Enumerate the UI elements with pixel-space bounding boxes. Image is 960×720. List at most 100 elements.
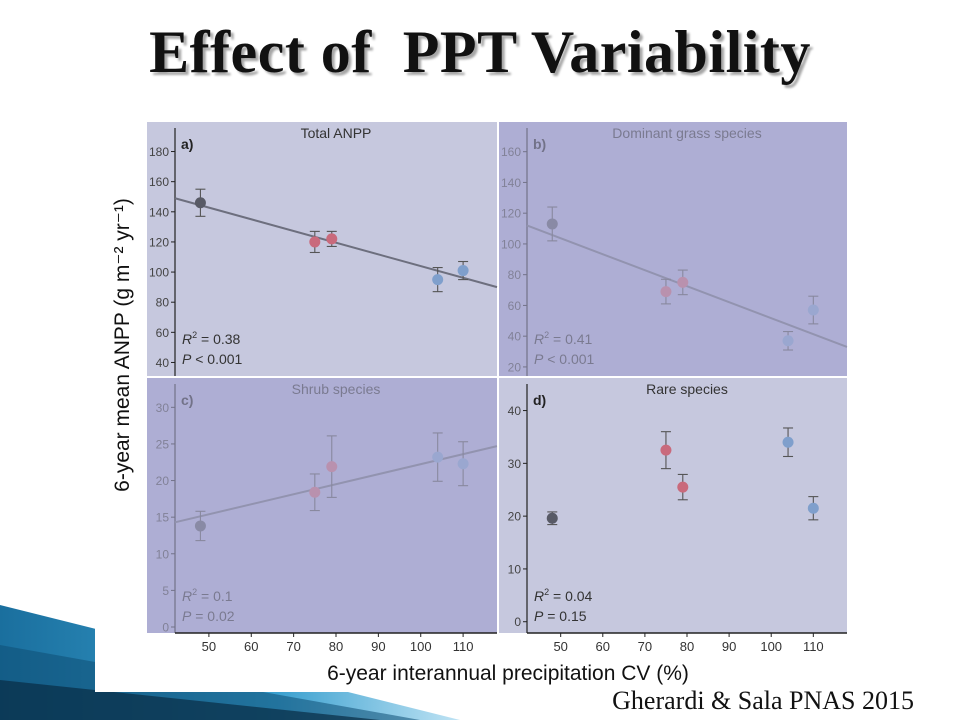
panel-b-content: Dominant grass species b) 20 40 60 80 100 120 14… xyxy=(501,125,848,376)
panel-a-point-2 xyxy=(309,230,321,254)
data-point xyxy=(309,486,321,498)
x-tick-label: 90 xyxy=(371,639,385,654)
panel-a-y-tick-label: 180 xyxy=(149,145,169,159)
data-point xyxy=(326,233,338,245)
panel-b-point-5 xyxy=(807,295,819,325)
panel-c-y-tick-label: 25 xyxy=(156,437,170,451)
data-point xyxy=(546,218,558,230)
panel-d-point-1 xyxy=(546,511,558,526)
panel-d-r-squared: R2 = 0.04 xyxy=(534,587,593,604)
data-point xyxy=(782,335,794,347)
panel-c-point-5 xyxy=(457,441,469,487)
panel-a-y-tick-label: 140 xyxy=(149,205,169,219)
panel-a-background xyxy=(147,122,497,376)
x-tick-label: 110 xyxy=(803,639,824,654)
panel-d-background xyxy=(499,378,847,633)
panel-d-y-tick-label: 30 xyxy=(508,457,522,471)
panel-a-y-tick-label: 100 xyxy=(149,266,169,280)
panel-c-y-tick-label: 5 xyxy=(162,584,169,598)
panel-c-point-2 xyxy=(309,473,321,512)
panel-a-y-tick-label: 60 xyxy=(156,326,170,340)
panel-d-y-tick-label: 20 xyxy=(508,510,522,524)
data-point xyxy=(660,286,672,298)
panel-c-point-1 xyxy=(194,510,206,542)
data-point xyxy=(782,436,794,448)
x-tick-label: 100 xyxy=(760,639,782,654)
panel-d-point-3 xyxy=(677,473,689,501)
data-point xyxy=(807,304,819,316)
x-tick-label: 100 xyxy=(410,639,432,654)
data-point xyxy=(194,520,206,532)
x-tick-label: 70 xyxy=(638,639,652,654)
x-tick-label: 80 xyxy=(329,639,343,654)
panel-b: Dominant grass species b) 20 40 60 80 100 120 14… xyxy=(499,122,848,376)
panel-b-y-tick-label: 100 xyxy=(501,237,521,251)
data-point xyxy=(326,461,338,473)
panel-c-r-squared: R2 = 0.1 xyxy=(182,587,233,604)
panel-a-y-tick-label: 160 xyxy=(149,175,169,189)
x-tick-label: 50 xyxy=(202,639,216,654)
panel-a-title: Total ANPP xyxy=(301,125,372,141)
panel-d-point-5 xyxy=(807,496,819,521)
data-point xyxy=(546,512,558,524)
data-point xyxy=(677,481,689,493)
x-tick-label: 110 xyxy=(453,639,474,654)
panel-a-letter: a) xyxy=(181,136,193,152)
panel-b-point-2 xyxy=(660,278,672,305)
panel-c-y-tick-label: 15 xyxy=(156,511,170,525)
panel-a-p-value: P < 0.001 xyxy=(182,351,243,367)
panel-a-y-tick-label: 40 xyxy=(156,356,170,370)
x-tick-label: 80 xyxy=(680,639,694,654)
panel-b-point-1 xyxy=(546,206,558,242)
data-point xyxy=(432,274,444,286)
panel-d-y-tick-label: 10 xyxy=(508,562,522,576)
panel-d-y-tick-label: 0 xyxy=(514,615,521,629)
x-tick-label: 60 xyxy=(596,639,610,654)
panel-b-title: Dominant grass species xyxy=(612,125,761,141)
data-point xyxy=(309,236,321,248)
panel-b-r-squared: R2 = 0.41 xyxy=(534,330,593,347)
panel-b-regression-line xyxy=(526,224,848,348)
panel-d-content: Rare species d) 0 10 20 30 40 R2 = 0.04 P = 0.15 xyxy=(508,381,819,633)
panel-b-letter: b) xyxy=(533,136,546,152)
panel-a-point-1 xyxy=(194,188,206,217)
x-axis-label: 6-year interannual precipitation CV (%) xyxy=(327,662,689,685)
panel-c-point-3 xyxy=(326,435,338,498)
y-axis-label: 6-year mean ANPP (g m⁻² yr⁻¹) xyxy=(111,198,134,492)
panel-a-r-squared: R2 = 0.38 xyxy=(182,330,241,347)
panel-d-point-4 xyxy=(782,427,794,458)
panel-b-y-tick-label: 120 xyxy=(501,207,521,221)
panel-a-y-tick-label: 80 xyxy=(156,296,170,310)
x-tick-label: 50 xyxy=(553,639,567,654)
panel-b-y-tick-label: 160 xyxy=(501,145,521,159)
panel-d-letter: d) xyxy=(533,392,546,408)
panel-d: Rare species d) 0 10 20 30 40 R2 = 0.04 P = 0.15 xyxy=(499,378,847,633)
data-point xyxy=(432,451,444,463)
panel-d-point-2 xyxy=(660,431,672,470)
panel-c-background xyxy=(147,378,497,633)
panel-d-p-value: P = 0.15 xyxy=(534,608,587,624)
panel-c-title: Shrub species xyxy=(292,381,381,397)
panel-b-point-4 xyxy=(782,331,794,351)
x-tick-label: 70 xyxy=(286,639,300,654)
data-point xyxy=(457,458,469,470)
panel-b-point-3 xyxy=(677,269,689,296)
panel-b-y-tick-label: 60 xyxy=(508,299,522,313)
panel-b-y-tick-label: 20 xyxy=(508,360,522,374)
data-point xyxy=(807,502,819,514)
panel-c-y-tick-label: 20 xyxy=(156,474,170,488)
panel-c-point-4 xyxy=(432,432,444,482)
panel-a-content: Total ANPP a) 40 60 80 100 120 140 160 180 R2 = 0.… xyxy=(149,125,498,376)
panel-a-point-3 xyxy=(326,230,338,248)
panel-c: Shrub species c) 0 5 10 15 20 25 30 R2 = 0.1 P = 0… xyxy=(147,378,498,635)
panel-a-point-5 xyxy=(457,260,469,281)
panel-c-p-value: P = 0.02 xyxy=(182,608,235,624)
citation: Gherardi & Sala PNAS 2015 xyxy=(612,686,914,715)
panel-b-y-tick-label: 40 xyxy=(508,330,522,344)
slide-title: Effect of PPT Variability xyxy=(149,19,811,85)
panel-b-y-tick-label: 140 xyxy=(501,176,521,190)
panel-d-title: Rare species xyxy=(646,381,728,397)
panel-c-y-tick-label: 30 xyxy=(156,401,170,415)
panel-c-content: Shrub species c) 0 5 10 15 20 25 30 R2 = 0.1 P = 0… xyxy=(156,381,498,635)
